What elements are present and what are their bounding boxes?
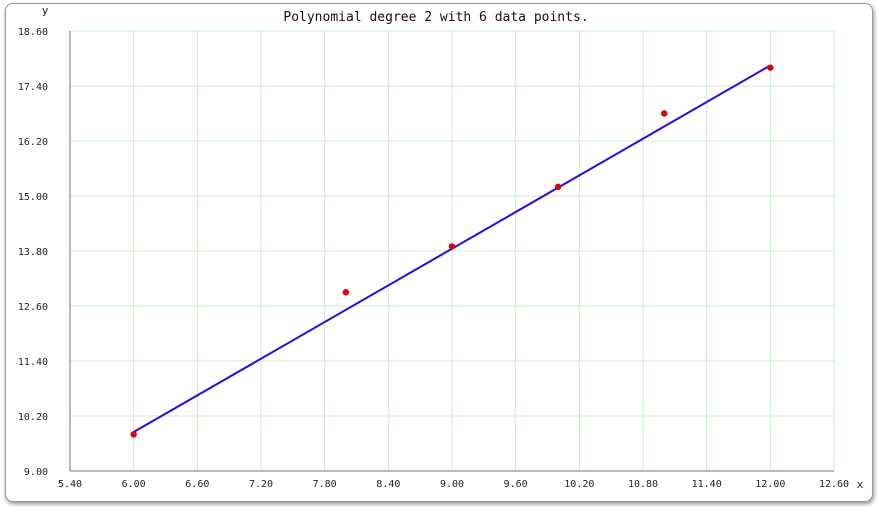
x-tick-label-8: 10.20 xyxy=(564,479,594,490)
y-tick-label-3: 12.60 xyxy=(18,302,48,313)
x-tick-label-12: 12.60 xyxy=(819,479,849,490)
data-point-1 xyxy=(342,289,350,296)
data-point-5 xyxy=(767,64,774,71)
x-tick-label-11: 12.00 xyxy=(755,479,785,490)
data-point-4 xyxy=(661,110,668,117)
x-tick-labels: 5.40 6.00 6.60 7.20 7.80 8.40 9.00 9.60 10.20 10.… xyxy=(58,479,849,490)
y-tick-labels: 9.00 10.20 11.40 12.60 13.80 15.00 16.20 17.40 1… xyxy=(18,27,48,478)
x-tick-label-3: 7.20 xyxy=(249,479,273,490)
x-axis-label: x xyxy=(857,478,864,491)
y-tick-label-4: 13.80 xyxy=(18,247,48,258)
y-tick-label-8: 18.60 xyxy=(18,27,48,38)
y-tick-label-1: 10.20 xyxy=(18,412,48,423)
x-tick-label-9: 10.80 xyxy=(628,479,658,490)
data-point-3 xyxy=(554,183,562,191)
x-tick-label-5: 8.40 xyxy=(376,479,400,490)
axes xyxy=(69,31,834,472)
x-tick-label-6: 9.00 xyxy=(440,479,464,490)
y-tick-label-0: 9.00 xyxy=(24,467,48,478)
y-tick-label-2: 11.40 xyxy=(18,357,48,368)
y-tick-label-6: 16.20 xyxy=(18,137,48,148)
grid xyxy=(69,30,835,472)
x-tick-label-1: 6.00 xyxy=(122,479,146,490)
y-axis-label: y xyxy=(42,4,49,17)
series xyxy=(130,64,774,438)
x-tick-label-4: 7.80 xyxy=(313,479,337,490)
data-point-0 xyxy=(130,431,137,438)
chart-title: Polynomial degree 2 with 6 data points. xyxy=(283,10,588,25)
x-tick-label-2: 6.60 xyxy=(185,479,209,490)
x-tick-label-0: 5.40 xyxy=(58,479,82,490)
x-tick-label-7: 9.60 xyxy=(504,479,528,490)
y-tick-label-5: 15.00 xyxy=(18,192,48,203)
y-tick-label-7: 17.40 xyxy=(18,82,48,93)
data-point-2 xyxy=(448,243,456,250)
x-tick-label-10: 11.40 xyxy=(692,479,722,490)
